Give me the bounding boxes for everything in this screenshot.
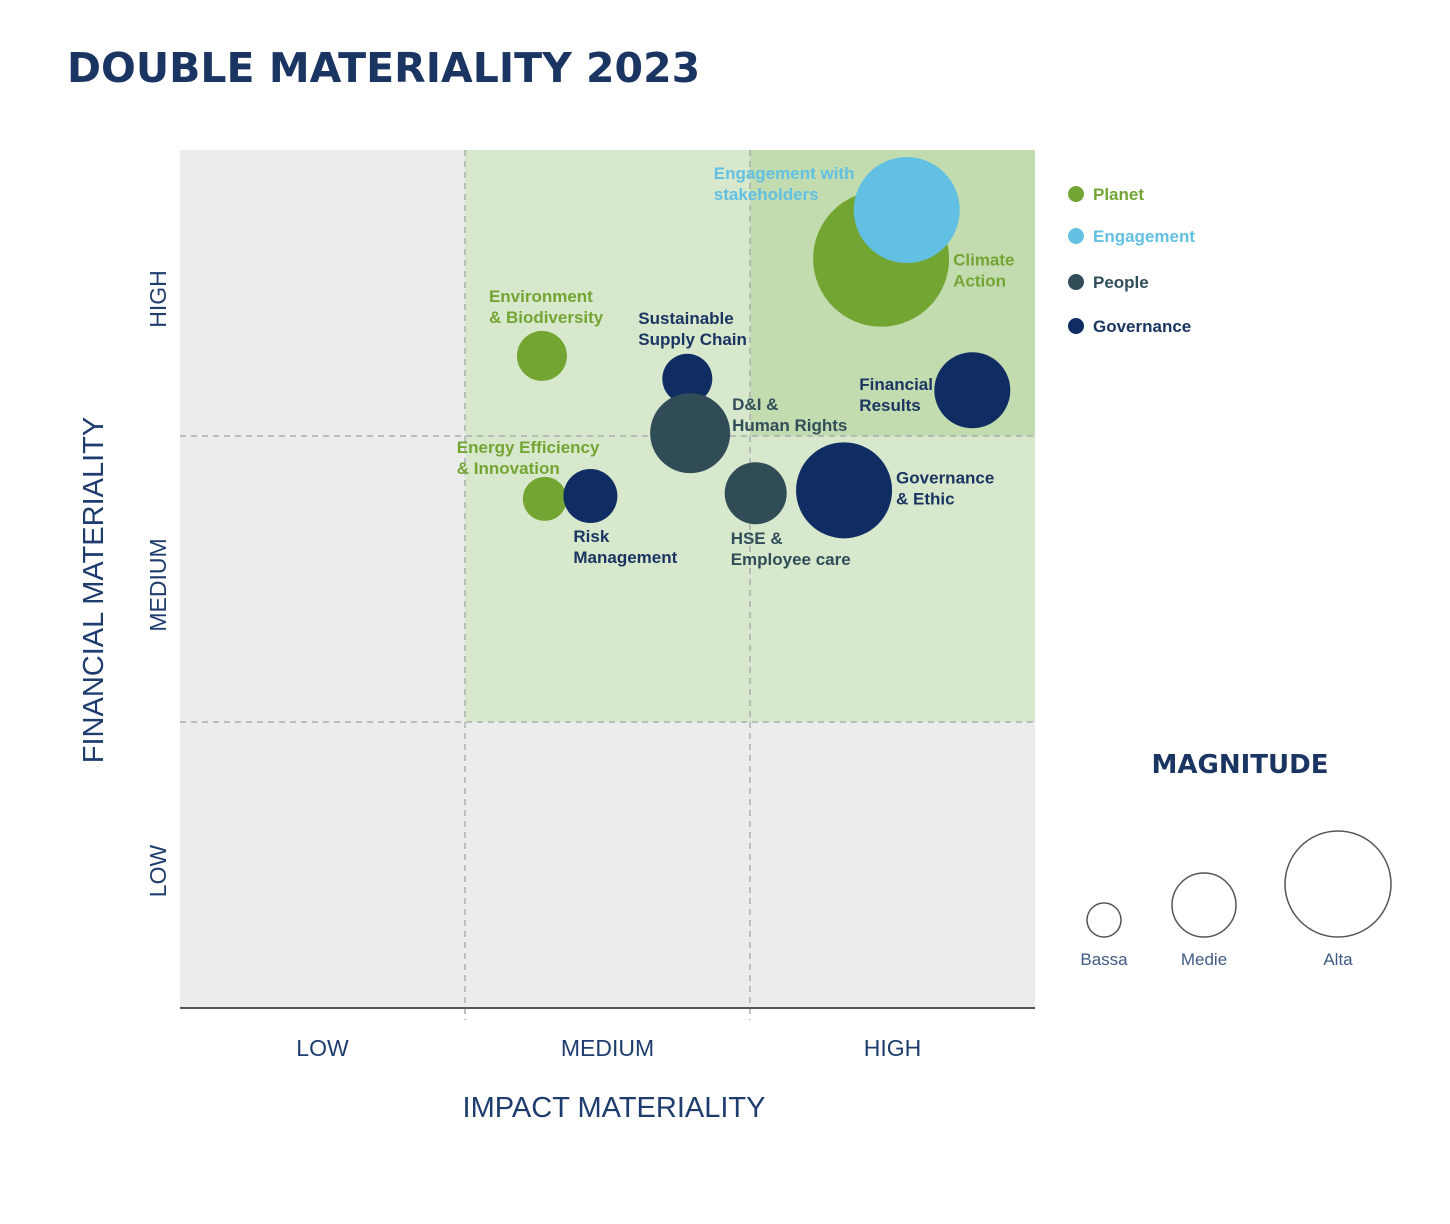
y-axis-title: FINANCIAL MATERIALITY [78,417,110,763]
magnitude-title: MAGNITUDE [1152,750,1329,780]
bubble-label-line: Environment [489,287,593,306]
y-tick-label: MEDIUM [145,538,171,631]
bubble-label-line: Employee care [731,550,851,569]
bubble-label: D&I & Human Rights [732,395,847,435]
bubble-label-line: stakeholders [714,185,819,204]
bubble-label-line: Governance [896,468,994,487]
bubble-label: HSE & Employee care [731,529,851,569]
bubble-label-line: Action [953,272,1006,291]
bubble-label-line: Financial [859,375,933,394]
legend-label: People [1093,273,1149,292]
bubble [522,476,567,521]
magnitude-label: Bassa [1080,950,1128,969]
bubble-label-line: Climate [953,251,1014,270]
bubble-label-line: Energy Efficiency [457,438,600,457]
bubble-label: Governance & Ethic [896,468,994,508]
bubble [853,157,960,264]
magnitude-legend: Bassa Medie Alta [1080,830,1392,969]
bubble-label-line: Risk [573,527,609,546]
bubble-label: Engagement with stakeholders [714,164,855,204]
bubble-label: Sustainable Supply Chain [638,309,747,349]
x-axis-title: IMPACT MATERIALITY [463,1092,766,1124]
bubble-label-line: & Biodiversity [489,308,604,327]
legend-label: Engagement [1093,227,1195,246]
y-tick-label: LOW [145,845,171,898]
x-tick-label: MEDIUM [561,1035,654,1061]
bubble-label-line: Human Rights [732,416,847,435]
magnitude-circle [1284,830,1392,938]
chart-title: DOUBLE MATERIALITY 2023 [67,44,700,92]
bubble-label-line: & Ethic [896,489,955,508]
legend-label: Planet [1093,185,1144,204]
bubble [563,469,618,524]
bubble-label: Energy Efficiency & Innovation [457,438,600,478]
bubble-label: Environment & Biodiversity [489,287,604,327]
magnitude-circle [1086,902,1122,938]
bubble-label-line: Results [859,396,920,415]
bubble-label-line: Engagement with [714,164,855,183]
legend-dot [1068,318,1084,334]
bubble-label-line: HSE & [731,529,783,548]
magnitude-label: Medie [1181,950,1227,969]
legend-dot [1068,186,1084,202]
legend-dot [1068,274,1084,290]
y-tick-label: HIGH [145,270,171,328]
magnitude-circle [1171,872,1237,938]
legend-dot [1068,228,1084,244]
magnitude-label: Alta [1323,950,1353,969]
category-legend: Planet Engagement People Governance [1068,185,1195,336]
bubble [796,442,893,539]
x-tick-label: HIGH [864,1035,922,1061]
bubble-label-line: Sustainable [638,309,733,328]
bubble-label: Climate Action [953,251,1014,291]
x-tick-label: LOW [296,1035,349,1061]
bubble [516,330,567,381]
bubble-label: Financial Results [859,375,933,415]
bubble-label-line: & Innovation [457,459,560,478]
bubble [662,353,713,404]
bubble-label: Risk Management [573,527,677,567]
bubble [650,393,731,474]
bubble-label-line: Supply Chain [638,330,747,349]
bubble [724,462,787,525]
bubble-label-line: Management [573,548,677,567]
bubble [934,352,1011,429]
legend-label: Governance [1093,317,1191,336]
plot-area: LOW MEDIUM HIGH LOW MEDIUM HIGH Climate Action E… [145,150,1035,1061]
bubble-label-line: D&I & [732,395,778,414]
